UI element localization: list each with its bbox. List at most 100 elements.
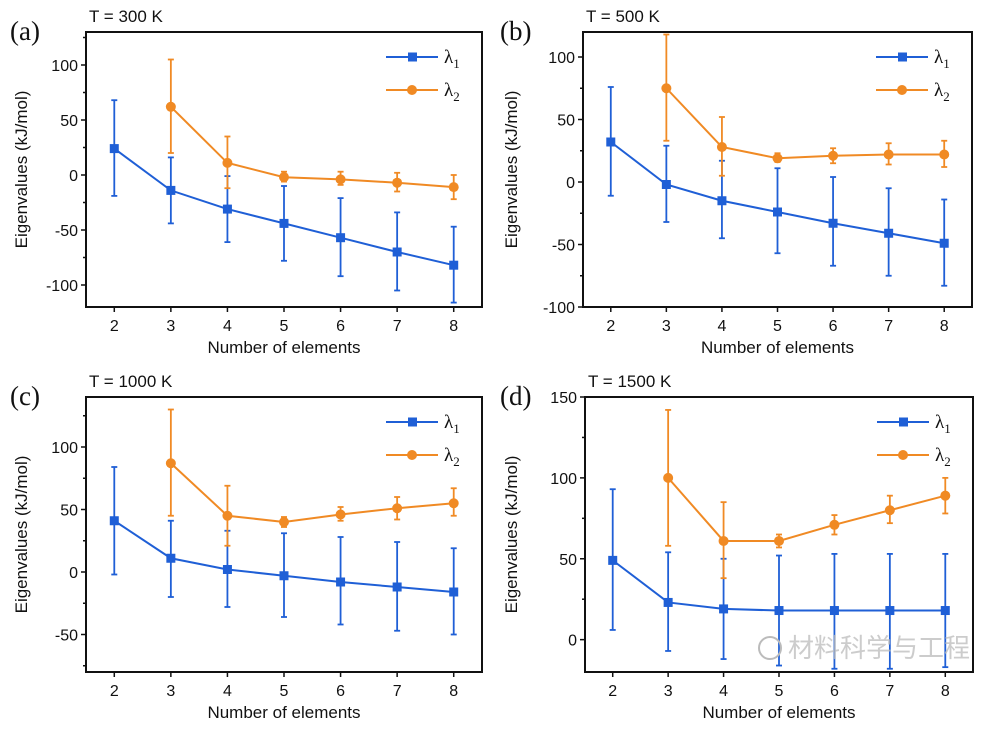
legend-symbol: λ <box>935 412 945 433</box>
data-point <box>222 204 232 214</box>
watermark-text: 材料科学与工程 <box>788 633 970 663</box>
legend-symbol: λ <box>444 80 454 101</box>
plot-frame <box>85 31 483 308</box>
y-axis-title: Eigenvalues (kJ/mol) <box>12 456 31 614</box>
data-point <box>773 207 782 217</box>
legend-label: λ2 <box>444 445 460 469</box>
data-point <box>392 177 403 188</box>
data-point <box>608 555 618 565</box>
y-tick-label: 0 <box>69 168 78 185</box>
legend-symbol: λ <box>934 80 944 101</box>
data-point <box>109 516 119 526</box>
legend-label: λ1 <box>444 412 460 436</box>
legend-label: λ2 <box>934 80 950 104</box>
panel-title: T = 1500 K <box>588 372 672 391</box>
panel-label: (a) <box>10 16 40 46</box>
series-λ2: λ2 <box>165 58 460 201</box>
data-point <box>166 553 176 563</box>
panel-label: (b) <box>500 16 531 46</box>
x-tick-label: 6 <box>336 683 345 700</box>
x-tick-label: 3 <box>166 683 175 700</box>
legend-subscript: 2 <box>453 89 460 104</box>
data-point <box>940 606 950 616</box>
series-λ2: λ2 <box>165 408 460 547</box>
data-point <box>392 247 402 257</box>
y-tick-label: -100 <box>543 300 575 317</box>
legend-marker <box>898 52 907 62</box>
y-tick-label: 50 <box>559 552 577 569</box>
y-tick-label: 100 <box>550 471 577 488</box>
x-tick-label: 3 <box>166 318 175 335</box>
y-tick-label: 50 <box>60 113 78 130</box>
panel-label: (c) <box>10 381 40 411</box>
x-tick-label: 5 <box>775 683 784 700</box>
data-point <box>939 149 950 160</box>
watermark: 材料科学与工程 <box>758 633 970 663</box>
data-point <box>336 233 346 243</box>
data-point <box>222 157 233 168</box>
data-point <box>719 604 729 614</box>
series-λ1: λ1 <box>109 412 460 636</box>
x-tick-label: 7 <box>393 318 402 335</box>
legend-symbol: λ <box>444 445 454 466</box>
data-point <box>663 472 674 483</box>
x-axis-title: Number of elements <box>207 703 360 722</box>
panel-title: T = 1000 K <box>89 372 173 391</box>
legend-subscript: 1 <box>453 421 460 436</box>
legend-symbol: λ <box>444 47 454 68</box>
x-tick-label: 4 <box>719 683 728 700</box>
x-tick-label: 4 <box>717 318 726 335</box>
data-point <box>279 172 289 183</box>
legend-subscript: 1 <box>944 421 951 436</box>
panel-d: (d) T = 1500 K 0 50 100 150 2 3 4 5 6 7 8 Number of e… <box>500 372 974 722</box>
data-point <box>392 582 402 592</box>
data-point <box>829 519 840 530</box>
data-point <box>661 83 672 94</box>
series-λ1: λ1 <box>606 47 950 287</box>
data-point <box>772 153 783 164</box>
x-tick-label: 8 <box>449 318 458 335</box>
data-point <box>717 196 727 206</box>
data-point <box>449 260 459 270</box>
legend-subscript: 2 <box>944 454 951 469</box>
series-λ2: λ2 <box>661 33 950 177</box>
data-point <box>885 606 895 616</box>
data-point <box>392 503 403 514</box>
panel-c: (c) T = 1000 K -50 0 50 100 2 3 4 5 6 7 8 Number of e… <box>10 372 483 722</box>
x-tick-label: 2 <box>110 318 119 335</box>
legend-label: λ1 <box>935 412 951 436</box>
x-tick-label: 8 <box>449 683 458 700</box>
y-tick-label: 0 <box>69 565 78 582</box>
x-tick-label: 2 <box>608 683 617 700</box>
data-point <box>335 509 346 520</box>
y-tick-label: 150 <box>550 390 577 407</box>
y-tick-label: 100 <box>51 58 78 75</box>
series-line <box>170 462 454 524</box>
y-tick-label: -50 <box>55 628 78 645</box>
x-tick-label: 4 <box>223 683 232 700</box>
series-line <box>665 87 945 160</box>
y-tick-label: -50 <box>55 223 78 240</box>
data-point <box>165 101 176 112</box>
series-λ2: λ2 <box>663 409 951 580</box>
data-point <box>774 535 784 546</box>
legend-marker <box>407 450 417 460</box>
x-axis-title: Number of elements <box>701 338 854 357</box>
y-tick-label: 0 <box>568 633 577 650</box>
legend-subscript: 1 <box>453 56 460 71</box>
data-point <box>165 458 176 469</box>
y-tick-label: -50 <box>552 238 575 255</box>
data-point <box>279 571 289 581</box>
legend-marker <box>898 450 908 460</box>
data-point <box>884 228 894 238</box>
legend-subscript: 2 <box>943 89 950 104</box>
x-tick-label: 6 <box>829 318 838 335</box>
y-axis-title: Eigenvalues (kJ/mol) <box>502 456 521 614</box>
legend-label: λ2 <box>444 80 460 104</box>
data-point <box>109 144 119 154</box>
data-point <box>448 498 459 509</box>
y-tick-label: 50 <box>557 113 575 130</box>
data-point <box>661 180 671 189</box>
data-point <box>663 597 673 607</box>
x-tick-label: 5 <box>773 318 782 335</box>
